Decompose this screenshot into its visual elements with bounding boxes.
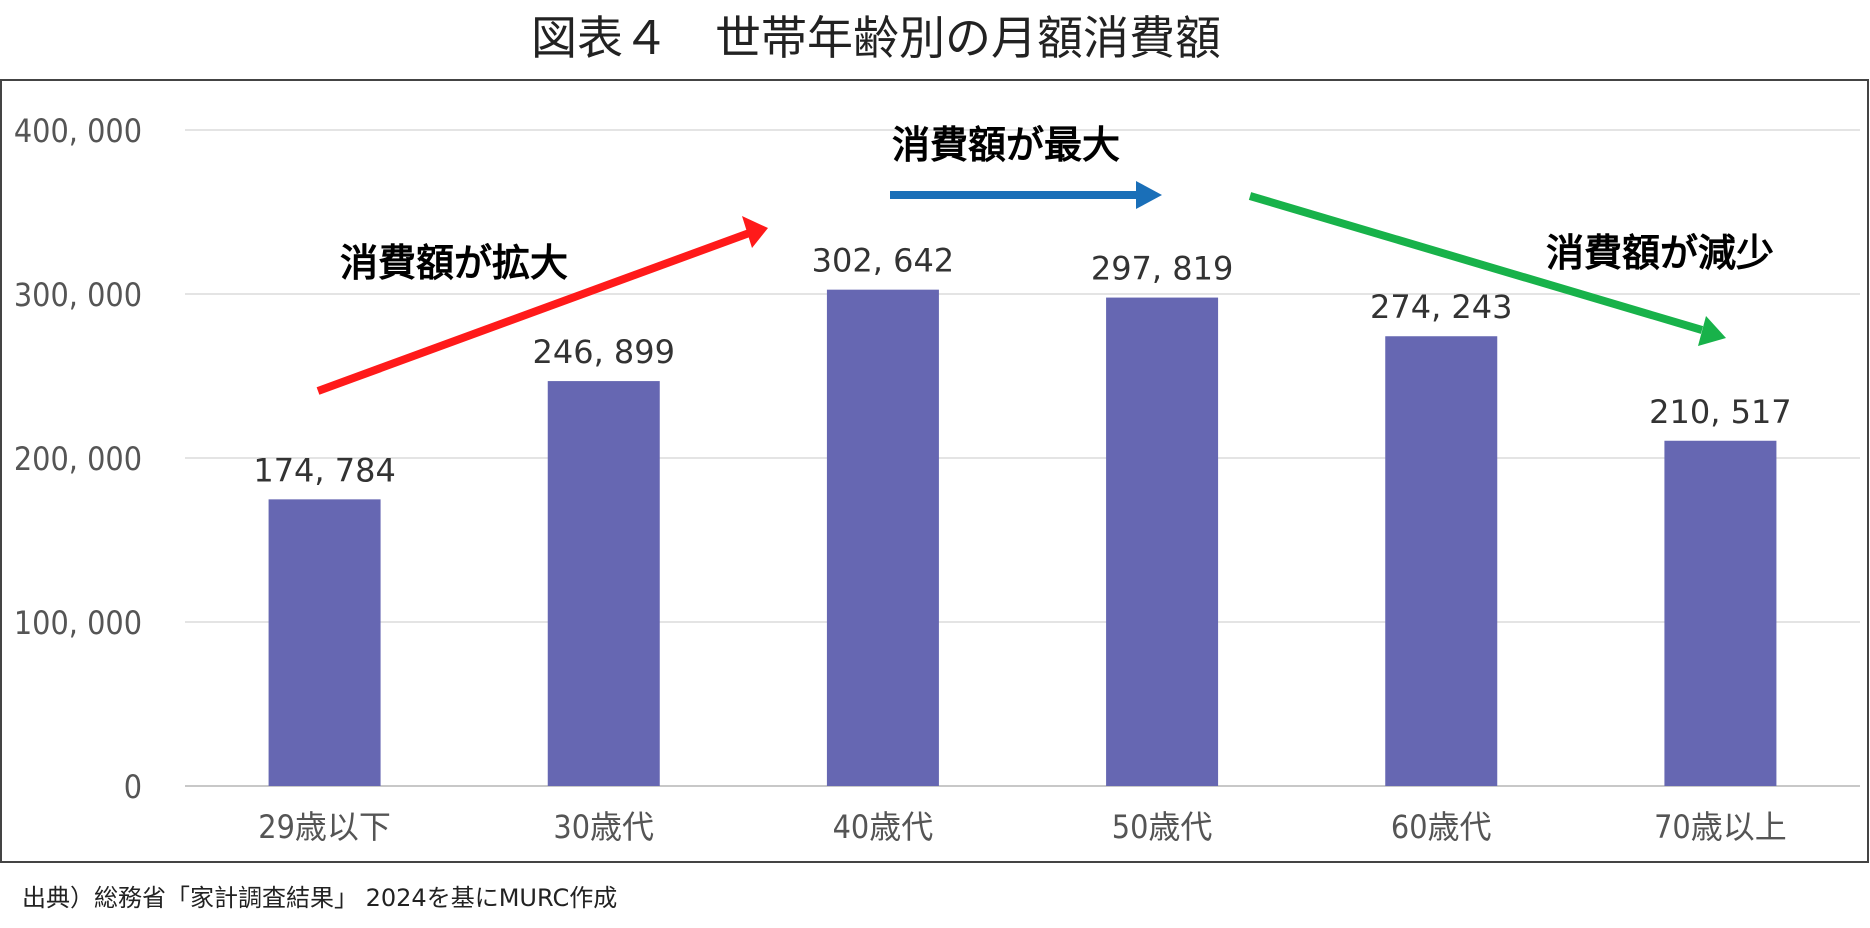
gridlines xyxy=(185,129,1860,787)
x-tick-label: 60歳代 xyxy=(1391,808,1492,846)
y-tick-label: 400, 000 xyxy=(14,112,142,150)
data-label: 246, 899 xyxy=(533,333,676,371)
x-tick-label: 70歳以上 xyxy=(1654,808,1787,846)
bar xyxy=(268,499,381,786)
annotation-max-label: 消費額が最大 xyxy=(892,123,1120,167)
annotation-decrease: 消費額が減少 xyxy=(1248,192,1774,346)
arrow-increase xyxy=(316,228,754,395)
bar xyxy=(1664,440,1777,786)
arrow-increase-head xyxy=(742,216,768,248)
x-tick-label: 50歳代 xyxy=(1112,808,1213,846)
source-note: 出典）総務省「家計調査結果」 2024を基にMURC作成 xyxy=(22,884,618,912)
x-tick-label: 30歳代 xyxy=(553,808,654,846)
data-label: 174, 784 xyxy=(253,451,396,489)
annotation-max: 消費額が最大 xyxy=(890,123,1162,209)
arrow-decrease-head xyxy=(1698,316,1726,346)
bar xyxy=(1385,336,1498,786)
data-label: 297, 819 xyxy=(1091,250,1234,288)
data-labels: 174, 784 246, 899 302, 642 297, 819 274, 243… xyxy=(253,242,1791,490)
y-axis-tick-labels: 0 100, 000 200, 000 300, 000 400, 000 xyxy=(14,112,142,806)
arrow-max-head xyxy=(1136,181,1162,209)
y-tick-label: 200, 000 xyxy=(14,440,142,478)
y-tick-label: 100, 000 xyxy=(14,604,142,642)
bar xyxy=(547,381,660,786)
annotation-increase: 消費額が拡大 xyxy=(316,216,768,395)
arrow-decrease xyxy=(1248,192,1704,334)
bar xyxy=(826,289,939,786)
bars xyxy=(268,289,1777,786)
annotation-increase-label: 消費額が拡大 xyxy=(340,241,568,285)
data-label: 210, 517 xyxy=(1649,393,1792,431)
bar xyxy=(1106,297,1219,786)
annotation-decrease-label: 消費額が減少 xyxy=(1546,231,1774,275)
data-label: 302, 642 xyxy=(812,242,955,280)
y-tick-label: 0 xyxy=(124,768,142,806)
data-label: 274, 243 xyxy=(1370,288,1513,326)
chart-title: 図表４ 世帯年齢別の月額消費額 xyxy=(531,11,1221,65)
x-tick-label: 40歳代 xyxy=(833,808,934,846)
x-tick-label: 29歳以下 xyxy=(258,808,391,846)
y-tick-label: 300, 000 xyxy=(14,276,142,314)
x-axis-tick-labels: 29歳以下 30歳代 40歳代 50歳代 60歳代 70歳以上 xyxy=(258,808,1786,846)
